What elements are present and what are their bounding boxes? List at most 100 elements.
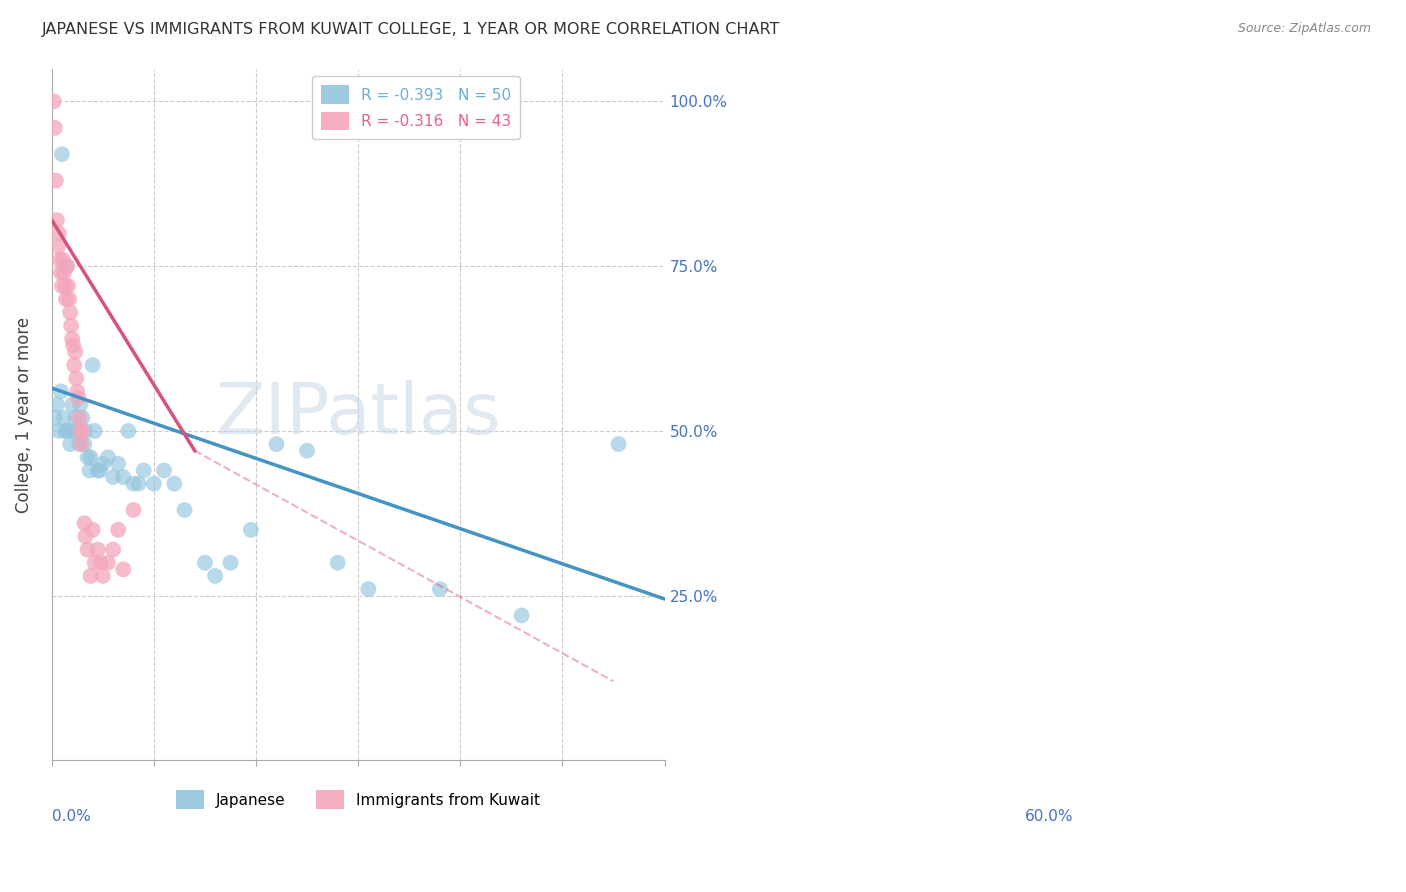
Point	[69, 398, 91, 412]
Point	[69, 424, 91, 438]
Text: 60.0%: 60.0%	[1025, 809, 1073, 824]
Point	[70, 437, 93, 451]
Point	[112, 470, 135, 484]
Point	[49, 384, 72, 399]
Point	[239, 523, 262, 537]
Point	[326, 556, 349, 570]
Point	[60, 398, 83, 412]
Point	[75, 529, 97, 543]
Point	[83, 424, 105, 438]
Point	[90, 556, 112, 570]
Point	[53, 279, 76, 293]
Point	[79, 569, 101, 583]
Point	[429, 582, 451, 596]
Point	[67, 437, 90, 451]
Point	[295, 443, 318, 458]
Point	[48, 424, 70, 438]
Point	[53, 266, 76, 280]
Point	[86, 542, 108, 557]
Point	[48, 226, 70, 240]
Point	[79, 463, 101, 477]
Point	[219, 556, 242, 570]
Point	[73, 437, 96, 451]
Point	[89, 463, 111, 477]
Point	[142, 476, 165, 491]
Point	[60, 332, 83, 346]
Point	[173, 503, 195, 517]
Point	[42, 95, 65, 109]
Point	[204, 569, 226, 583]
Point	[66, 384, 89, 399]
Point	[51, 147, 73, 161]
Point	[91, 457, 114, 471]
Point	[73, 516, 96, 531]
Point	[56, 259, 79, 273]
Point	[66, 424, 89, 438]
Point	[101, 542, 124, 557]
Point	[49, 252, 72, 267]
Point	[45, 398, 67, 412]
Point	[76, 450, 98, 465]
Point	[266, 437, 288, 451]
Point	[122, 476, 145, 491]
Point	[45, 173, 67, 187]
Point	[56, 259, 79, 273]
Point	[132, 463, 155, 477]
Text: Source: ZipAtlas.com: Source: ZipAtlas.com	[1237, 22, 1371, 36]
Point	[62, 338, 84, 352]
Point	[65, 371, 87, 385]
Point	[86, 463, 108, 477]
Point	[52, 252, 75, 267]
Point	[76, 542, 98, 557]
Y-axis label: College, 1 year or more: College, 1 year or more	[15, 317, 32, 513]
Point	[63, 358, 86, 372]
Point	[163, 476, 186, 491]
Point	[56, 279, 79, 293]
Text: JAPANESE VS IMMIGRANTS FROM KUWAIT COLLEGE, 1 YEAR OR MORE CORRELATION CHART: JAPANESE VS IMMIGRANTS FROM KUWAIT COLLE…	[42, 22, 780, 37]
Point	[357, 582, 380, 596]
Point	[153, 463, 176, 477]
Point	[58, 292, 80, 306]
Point	[72, 410, 94, 425]
Point	[65, 344, 87, 359]
Point	[75, 424, 97, 438]
Point	[63, 424, 86, 438]
Point	[194, 556, 217, 570]
Point	[65, 410, 87, 425]
Point	[46, 239, 69, 253]
Point	[49, 266, 72, 280]
Point	[59, 437, 82, 451]
Point	[67, 391, 90, 405]
Point	[72, 424, 94, 438]
Point	[56, 424, 79, 438]
Point	[101, 470, 124, 484]
Point	[97, 450, 120, 465]
Point	[53, 424, 76, 438]
Point	[107, 457, 129, 471]
Point	[60, 318, 83, 333]
Point	[112, 562, 135, 576]
Point	[59, 305, 82, 319]
Point	[51, 279, 73, 293]
Point	[67, 410, 90, 425]
Point	[79, 450, 101, 465]
Point	[107, 523, 129, 537]
Point	[44, 120, 66, 135]
Point	[510, 608, 533, 623]
Point	[91, 569, 114, 583]
Point	[45, 213, 67, 227]
Point	[117, 424, 139, 438]
Point	[122, 503, 145, 517]
Point	[97, 556, 120, 570]
Text: 0.0%: 0.0%	[52, 809, 90, 824]
Point	[82, 523, 104, 537]
Point	[83, 556, 105, 570]
Text: ZIPatlas: ZIPatlas	[215, 380, 501, 449]
Point	[55, 292, 77, 306]
Legend: Japanese, Immigrants from Kuwait: Japanese, Immigrants from Kuwait	[170, 784, 546, 815]
Point	[53, 410, 76, 425]
Point	[607, 437, 630, 451]
Point	[128, 476, 150, 491]
Point	[82, 358, 104, 372]
Point	[44, 410, 66, 425]
